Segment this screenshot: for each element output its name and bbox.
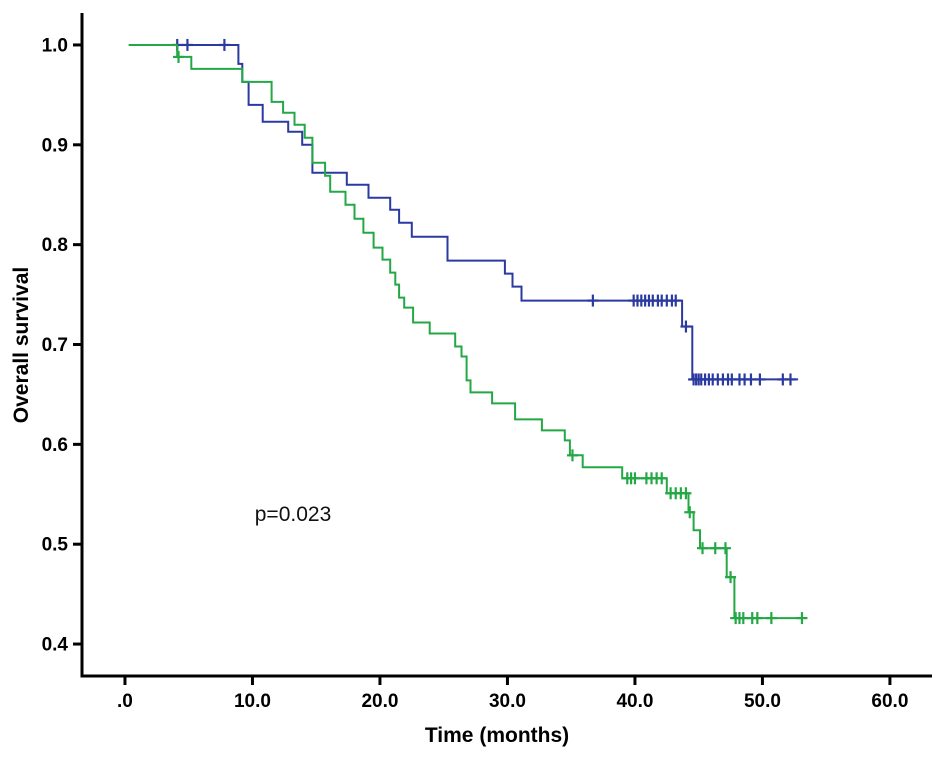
x-tick-label: 20.0 [361, 691, 398, 712]
x-axis-ticks: .0 10.0 20.0 30.0 40.0 50.0 60.0 [117, 676, 908, 712]
p-value-annotation: p=0.023 [254, 503, 332, 526]
y-axis-title: Overall survival [10, 266, 33, 424]
survival-curve-group-2-green [128, 44, 805, 620]
x-tick-label: 40.0 [616, 691, 653, 712]
x-axis-title: Time (months) [424, 724, 570, 747]
y-tick-label: 0.9 [42, 135, 68, 156]
y-tick-label: 0.5 [42, 535, 69, 556]
censor-marks-group-2-green [173, 50, 808, 625]
y-tick-label: 0.8 [42, 235, 68, 256]
y-tick-label: 0.7 [42, 335, 68, 356]
axes [80, 13, 932, 678]
x-tick-label: .0 [117, 691, 133, 712]
y-axis-ticks: 1.0 0.9 0.8 0.7 0.6 0.5 0.4 [42, 35, 82, 656]
y-tick-label: 0.4 [42, 635, 69, 656]
x-tick-label: 10.0 [234, 691, 271, 712]
censor-marks-group-1-blue [171, 38, 796, 386]
x-tick-label: 50.0 [744, 691, 781, 712]
survival-curve-group-1-blue [128, 44, 799, 381]
y-tick-label: 0.6 [42, 435, 68, 456]
y-tick-label: 1.0 [42, 35, 68, 56]
x-tick-label: 30.0 [489, 691, 526, 712]
x-tick-label: 60.0 [871, 691, 908, 712]
